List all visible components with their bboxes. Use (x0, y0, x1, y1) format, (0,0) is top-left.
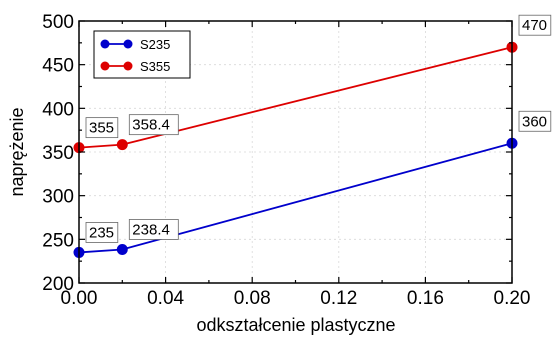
data-point-s235 (116, 243, 128, 255)
y-axis-title: naprężenie (7, 107, 27, 196)
legend-label-s355: S355 (140, 59, 170, 74)
series-lines (73, 41, 518, 258)
x-tick-label: 0.00 (61, 288, 98, 309)
x-axis-title: odkształcenie plastyczne (196, 315, 395, 335)
y-tick-label: 200 (42, 274, 74, 295)
data-label-box (85, 117, 119, 139)
x-tick-label: 0.20 (494, 288, 531, 309)
axis-ticks: 0.00 0.04 0.08 0.12 0.16 0.20 200 250 300 350 400 4… (42, 12, 530, 309)
data-label: 235 (89, 224, 114, 241)
y-tick-label: 250 (42, 230, 74, 251)
y-tick-label: 300 (42, 187, 74, 208)
data-label-box (128, 114, 179, 136)
legend-label-s235: S235 (140, 37, 170, 52)
data-labels: 235 238.4 360 355 358.4 470 (85, 14, 552, 243)
y-tick-label: 500 (42, 12, 74, 33)
legend-box (93, 30, 191, 79)
data-label-box (128, 219, 179, 240)
data-label-box (85, 222, 119, 243)
x-tick-label: 0.12 (320, 288, 357, 309)
data-label: 238.4 (132, 221, 170, 238)
legend-marker-s235 (123, 39, 133, 49)
data-label: 358.4 (132, 117, 170, 134)
data-point-s355 (116, 139, 128, 151)
legend-marker-s355 (123, 61, 133, 71)
legend-marker-s235 (100, 39, 110, 49)
x-tick-label: 0.16 (407, 288, 444, 309)
data-label-box (518, 110, 552, 132)
y-tick-label: 450 (42, 56, 74, 77)
data-label: 355 (89, 120, 114, 137)
x-tick-label: 0.08 (234, 288, 271, 309)
y-tick-label: 400 (42, 99, 74, 120)
data-label: 360 (522, 113, 547, 130)
legend: S235 S355 (93, 30, 191, 79)
y-tick-label: 350 (42, 143, 74, 164)
data-label: 470 (522, 17, 547, 34)
data-label-box (518, 14, 552, 36)
x-tick-label: 0.04 (147, 288, 184, 309)
legend-marker-s355 (100, 61, 110, 71)
